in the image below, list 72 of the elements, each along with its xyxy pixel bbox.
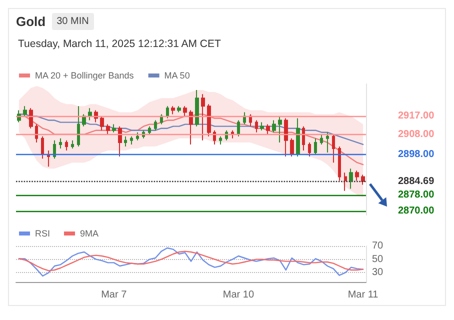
candlestick [290, 138, 294, 158]
line-series [18, 247, 364, 277]
candlestick [166, 106, 169, 119]
candlestick [65, 140, 68, 152]
candlestick [278, 116, 282, 143]
candlestick [260, 122, 264, 131]
x-tick-label: Mar 7 [101, 290, 128, 300]
candlestick [338, 146, 341, 182]
x-tick-label: Mar 10 [222, 290, 254, 300]
y-tick-label: 2917.00 [398, 110, 435, 122]
candlestick [77, 106, 80, 147]
candlestick [53, 140, 56, 160]
candlestick [308, 142, 311, 158]
candlestick [124, 136, 127, 147]
candlestick [59, 138, 62, 149]
candlestick [361, 174, 365, 186]
legend-label: MA 20 + Bollinger Bands [35, 70, 134, 80]
y-tick-label: 70 [372, 240, 384, 252]
candlestick [130, 136, 133, 145]
chart-title: Gold [16, 14, 46, 29]
candlestick [231, 130, 234, 139]
y-tick-label: 2878.00 [398, 189, 435, 200]
legend-label: MA 50 [164, 70, 190, 80]
y-tick-label: 2898.00 [398, 149, 435, 160]
candlestick [154, 120, 157, 131]
line-series [18, 250, 364, 272]
legend-label: 9MA [80, 228, 99, 238]
candlestick [136, 132, 139, 141]
candlestick [320, 134, 323, 145]
y-tick-label: 2908.00 [398, 128, 435, 140]
candlestick [332, 134, 335, 164]
candlestick [272, 120, 276, 133]
candlestick [41, 136, 44, 160]
candlestick [195, 90, 199, 127]
candlestick [71, 140, 74, 149]
candlestick [302, 126, 305, 152]
candlestick [355, 170, 359, 182]
candlestick [171, 106, 175, 115]
candlestick [201, 94, 205, 141]
candlestick [183, 106, 187, 117]
candlestick [349, 168, 353, 190]
candlestick [326, 132, 329, 154]
text: 30 MIN [52, 13, 94, 30]
candlestick [35, 124, 38, 143]
candlestick [255, 120, 258, 133]
candlestick [106, 124, 110, 135]
candlestick [266, 124, 270, 135]
candlestick [344, 172, 347, 192]
candlestick [148, 126, 151, 135]
candlestick [189, 110, 193, 145]
y-tick-label: 2884.69 [398, 176, 435, 187]
y-tick-label: 30 [372, 267, 384, 278]
candlestick [100, 116, 104, 131]
candlestick [88, 108, 92, 121]
candlestick [219, 136, 222, 145]
candlestick [296, 118, 300, 158]
chart-subtitle: Tuesday, March 11, 2025 12:12:31 AM CET [18, 38, 221, 50]
candlestick [237, 120, 240, 137]
candlestick [47, 150, 50, 168]
candlestick [118, 126, 122, 158]
candlestick [29, 108, 33, 129]
candlestick [177, 106, 181, 113]
candlestick [207, 104, 211, 137]
y-tick-label: 50 [372, 254, 384, 265]
x-tick-label: Mar 11 [348, 290, 379, 300]
line-series [18, 114, 364, 146]
candlestick [112, 124, 116, 133]
y-tick-label: 2870.00 [398, 205, 435, 216]
candlestick [284, 118, 288, 158]
legend-label: RSI [35, 228, 50, 238]
candlestick [23, 106, 27, 117]
candlestick [314, 138, 317, 156]
